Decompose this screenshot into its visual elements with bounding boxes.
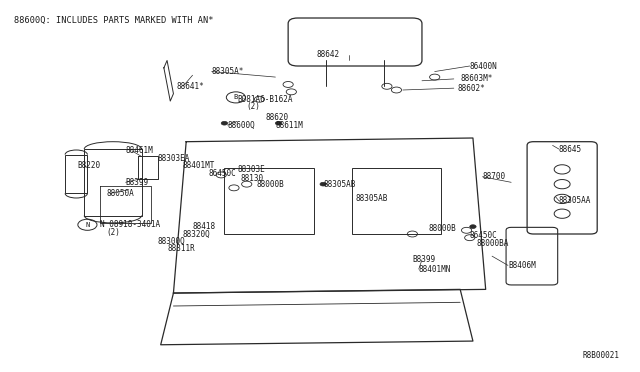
Text: N: N <box>85 222 90 228</box>
Text: 88305AB: 88305AB <box>323 180 356 189</box>
Circle shape <box>470 225 476 228</box>
Text: 88645: 88645 <box>559 145 582 154</box>
Text: 86450C: 86450C <box>470 231 497 240</box>
Text: B: B <box>234 94 238 100</box>
Text: 88401MN: 88401MN <box>419 264 451 273</box>
Text: 88401MT: 88401MT <box>183 161 216 170</box>
Text: N 08918-3401A: N 08918-3401A <box>100 220 160 229</box>
Text: R8B00021: R8B00021 <box>582 350 620 359</box>
Text: 88050A: 88050A <box>106 189 134 198</box>
Text: 88305A*: 88305A* <box>212 67 244 76</box>
Text: 88000BA: 88000BA <box>476 239 509 248</box>
Text: 88600Q: 88600Q <box>228 121 255 129</box>
Text: B8399: B8399 <box>412 255 436 264</box>
Text: 88303E: 88303E <box>237 165 265 174</box>
Text: 88000B: 88000B <box>256 180 284 189</box>
Circle shape <box>320 182 326 186</box>
Text: 88311R: 88311R <box>167 244 195 253</box>
Text: 88000B: 88000B <box>428 224 456 233</box>
Text: 86450C: 86450C <box>209 169 236 177</box>
Text: 88602*: 88602* <box>457 84 484 93</box>
Text: 88305AB: 88305AB <box>355 195 387 203</box>
Text: B8399: B8399 <box>125 178 148 187</box>
Text: B8406M: B8406M <box>508 261 536 270</box>
Text: 88620: 88620 <box>266 113 289 122</box>
Text: (2): (2) <box>106 228 120 237</box>
Text: 88641*: 88641* <box>177 82 204 91</box>
Text: 88642: 88642 <box>317 51 340 60</box>
Text: 88305AA: 88305AA <box>559 196 591 205</box>
Text: 88130: 88130 <box>241 174 264 183</box>
Text: 88611M: 88611M <box>275 121 303 129</box>
Text: 88418: 88418 <box>193 222 216 231</box>
Text: 88461M: 88461M <box>125 147 154 155</box>
Text: 88600Q: INCLUDES PARTS MARKED WITH AN*: 88600Q: INCLUDES PARTS MARKED WITH AN* <box>14 16 214 25</box>
Text: (2): (2) <box>246 102 260 111</box>
Text: 86400N: 86400N <box>470 61 497 71</box>
Text: 88303EA: 88303EA <box>157 154 190 163</box>
Text: 88300Q: 88300Q <box>157 237 185 246</box>
Text: 88700: 88700 <box>483 172 506 181</box>
Circle shape <box>275 121 282 125</box>
Text: B081A6-B162A: B081A6-B162A <box>237 95 292 104</box>
Text: 88603M*: 88603M* <box>460 74 493 83</box>
Text: 88320Q: 88320Q <box>183 230 211 238</box>
Text: B8220: B8220 <box>78 161 101 170</box>
Circle shape <box>221 121 228 125</box>
